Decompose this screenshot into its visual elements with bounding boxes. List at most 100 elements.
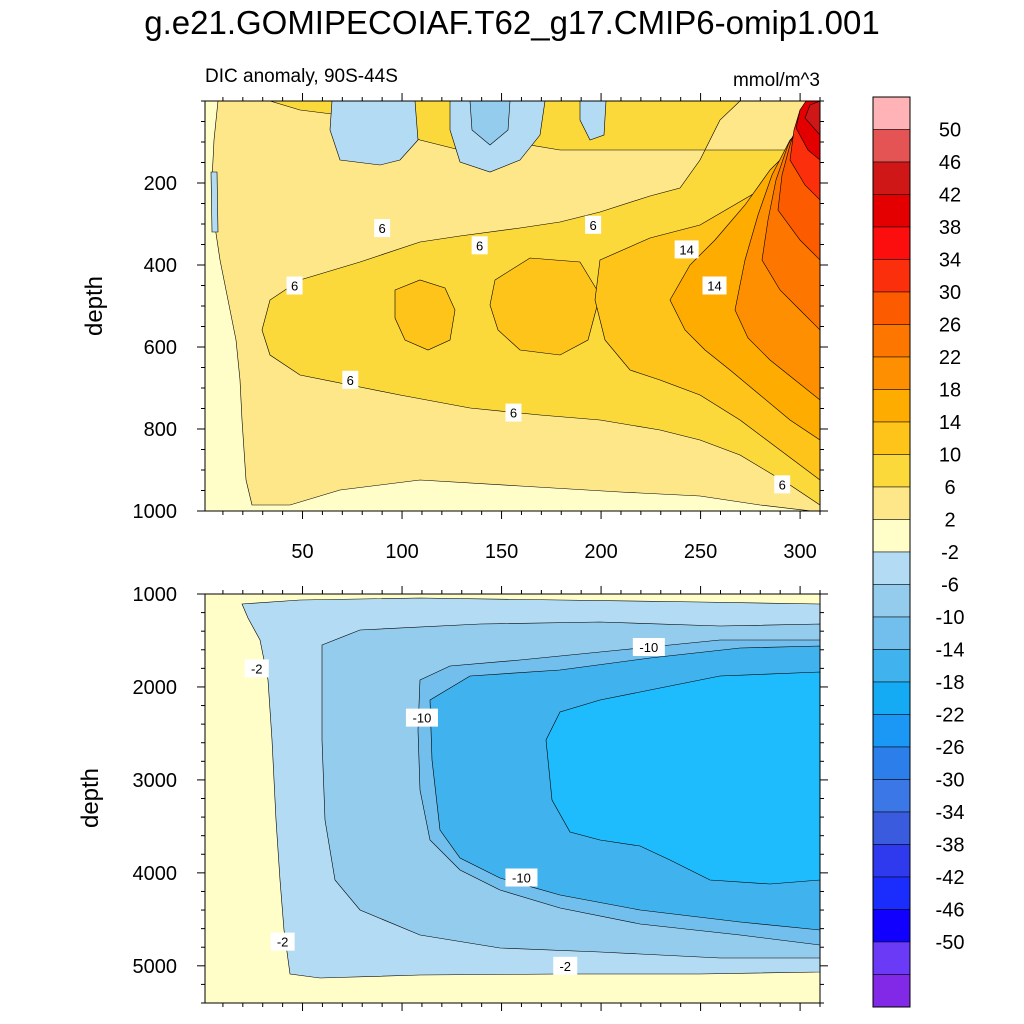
colorbar-swatch <box>872 649 911 683</box>
contour-label-text: 6 <box>291 279 298 294</box>
colorbar-swatch <box>872 421 911 455</box>
colorbar-swatch <box>872 161 911 195</box>
colorbar-swatch <box>872 291 911 325</box>
colorbar-label: 18 <box>939 380 961 402</box>
upper-neg-blob-a <box>329 101 419 166</box>
colorbar-swatch <box>872 844 911 878</box>
colorbar-label: 34 <box>939 250 961 272</box>
colorbar-swatch <box>872 584 911 618</box>
y-tick-label: 4000 <box>133 863 178 885</box>
upper-neg-blob-e <box>210 171 219 233</box>
colorbar: 50 46 42 38 34 30 26 22 18 14 10 6 2 -2 -6 -10 -14 -18 -22… <box>872 96 965 1008</box>
contour-label-text: 6 <box>589 218 596 233</box>
x-tick-label: 300 <box>783 541 816 563</box>
contour-label-bg <box>585 215 602 234</box>
contour-label: -2 <box>553 956 578 975</box>
colorbar-label: 14 <box>939 412 961 434</box>
lower-x-ticks <box>222 586 821 1011</box>
colorbar-swatch <box>872 909 911 943</box>
contour-label-bg <box>505 403 522 422</box>
colorbar-swatch <box>872 876 911 910</box>
contour-label: -10 <box>632 637 665 656</box>
contour-label: -10 <box>505 868 538 887</box>
contour-label-bg <box>774 475 791 494</box>
colorbar-swatch <box>872 96 911 130</box>
contour-label: 14 <box>702 276 727 295</box>
upper-band-10-14-a <box>394 279 456 351</box>
contour-label: -2 <box>270 932 295 951</box>
y-tick-label: 800 <box>144 419 177 441</box>
x-tick-label: 250 <box>684 541 717 563</box>
contour-label: -2 <box>244 659 269 678</box>
colorbar-swatch <box>872 616 911 650</box>
colorbar-swatch <box>872 226 911 260</box>
colorbar-label: 26 <box>939 315 961 337</box>
y-tick-label: 200 <box>144 173 177 195</box>
contour-label: 14 <box>674 240 699 259</box>
colorbar-label: -38 <box>936 835 965 857</box>
colorbar-swatch <box>872 974 911 1008</box>
colorbar-swatch <box>872 129 911 163</box>
colorbar-label: -14 <box>936 640 965 662</box>
subtitle-left: DIC anomaly, 90S-44S <box>205 66 398 87</box>
colorbar-label: 50 <box>939 120 961 142</box>
colorbar-swatch <box>872 356 911 390</box>
colorbar-swatch <box>872 194 911 228</box>
contour-label-bg <box>270 932 295 951</box>
colorbar-swatch <box>872 324 911 358</box>
y-tick-label: 2000 <box>133 677 178 699</box>
colorbar-label: 6 <box>944 477 955 499</box>
colorbar-label: 10 <box>939 445 961 467</box>
y-tick-label: 3000 <box>133 770 178 792</box>
x-tick-label: 50 <box>291 541 313 563</box>
contour-label-bg <box>702 276 727 295</box>
colorbar-swatch <box>872 486 911 520</box>
x-tick-label: 100 <box>385 541 418 563</box>
colorbar-swatch <box>872 811 911 845</box>
y-tick-label: 600 <box>144 337 177 359</box>
colorbar-swatch <box>872 779 911 813</box>
colorbar-swatch <box>872 714 911 748</box>
upper-neg-blob-d <box>579 101 607 141</box>
colorbar-swatch <box>872 454 911 488</box>
colorbar-swatch <box>872 746 911 780</box>
chart-title: g.e21.GOMIPECOIAF.T62_g17.CMIP6-omip1.00… <box>144 4 880 41</box>
contour-label-bg <box>342 370 359 389</box>
contour-label-bg <box>244 659 269 678</box>
contour-label-text: -2 <box>251 661 263 676</box>
colorbar-label: 30 <box>939 282 961 304</box>
colorbar-frame <box>872 96 911 1008</box>
colorbar-label: -42 <box>936 867 965 889</box>
contour-label-text: 6 <box>779 477 786 492</box>
contour-label-bg <box>674 240 699 259</box>
units-label: mmol/m^3 <box>733 70 820 91</box>
contour-label-bg <box>505 868 538 887</box>
colorbar-label: -46 <box>936 900 965 922</box>
colorbar-label: -22 <box>936 705 965 727</box>
contour-label-text: 6 <box>379 221 386 236</box>
contour-label-bg <box>471 236 488 255</box>
contour-label: 6 <box>286 276 303 295</box>
contour-label-bg <box>374 219 391 238</box>
lower-y-ticks: 1000 2000 3000 4000 5000 <box>133 584 828 1004</box>
colorbar-label: -26 <box>936 737 965 759</box>
contour-label: 6 <box>374 219 391 238</box>
contour-label-text: -2 <box>559 959 571 974</box>
upper-y-axis-title: depth <box>81 276 108 336</box>
upper-band-42-46 <box>804 101 820 136</box>
contour-label: 6 <box>471 236 488 255</box>
colorbar-label: 46 <box>939 152 961 174</box>
colorbar-label: 42 <box>939 185 961 207</box>
colorbar-label: -30 <box>936 770 965 792</box>
contour-label-text: -10 <box>413 711 432 726</box>
colorbar-label: 38 <box>939 217 961 239</box>
y-tick-label: 1000 <box>133 501 178 523</box>
lower-contour-fill <box>205 594 820 1003</box>
contour-label-text: -2 <box>277 935 289 950</box>
colorbar-swatch <box>872 389 911 423</box>
colorbar-swatch <box>872 941 911 975</box>
lower-panel: 1000 2000 3000 4000 5000 -2 -10 -10 -10 -2 -2 dep… <box>77 584 828 1011</box>
contour-label-text: 6 <box>476 238 483 253</box>
